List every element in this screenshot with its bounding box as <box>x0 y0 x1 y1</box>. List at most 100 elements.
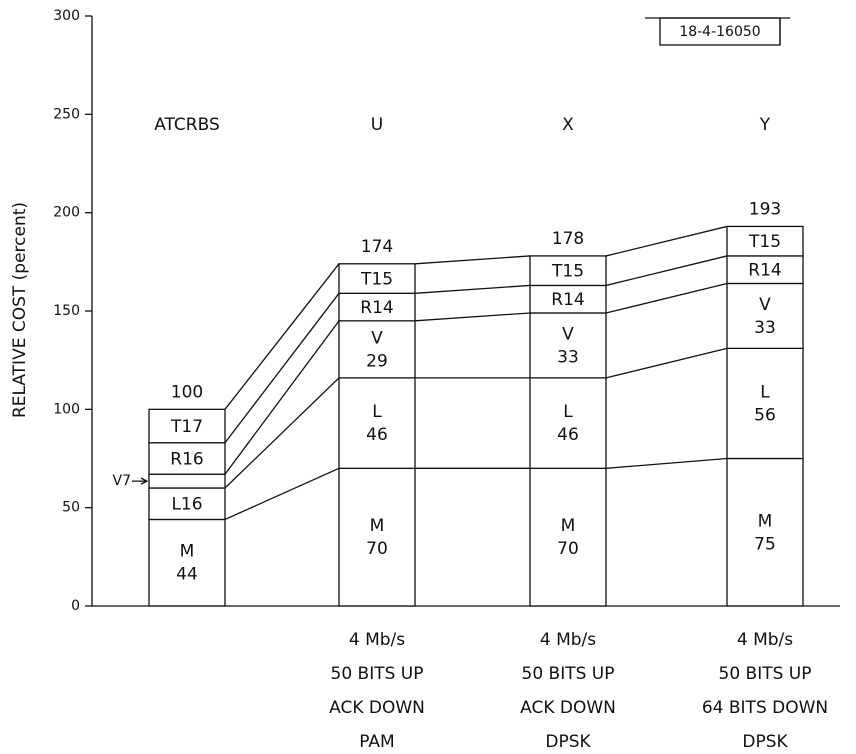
description: 64 BITS DOWN <box>702 698 828 718</box>
connector <box>224 467 340 521</box>
annotation: 18-4-16050 <box>679 24 760 40</box>
segment-name: R <box>170 450 182 470</box>
bar-segment <box>148 408 226 444</box>
segment-value: 46 <box>366 425 388 445</box>
bar-segment <box>338 292 416 322</box>
segment-value: 46 <box>557 425 579 445</box>
segment-label: T15 <box>551 262 584 282</box>
segment-value: 29 <box>366 351 388 371</box>
bar-segment <box>148 442 226 475</box>
y-axis-label: RELATIVE COST (percent) <box>10 202 30 418</box>
segment-name: V <box>113 473 123 489</box>
segment-name: L <box>760 382 770 402</box>
y-tick-label: 100 <box>53 401 80 417</box>
bar-segment <box>148 473 226 489</box>
segment-name: L <box>372 402 382 422</box>
segment-value: 44 <box>176 565 198 585</box>
bar-segment <box>338 263 416 294</box>
category-label: X <box>562 115 574 135</box>
description: PAM <box>359 732 394 752</box>
segment-label: T15 <box>748 232 781 252</box>
segment-value: 14 <box>760 261 782 281</box>
description: DPSK <box>742 732 788 752</box>
y-tick-label: 0 <box>71 598 80 614</box>
segment-name: T <box>748 232 760 252</box>
bar-segment <box>529 312 607 379</box>
bar-segment <box>338 377 416 469</box>
bar-segment <box>529 255 607 287</box>
annotation-frame <box>645 17 790 45</box>
description: 4 Mb/s <box>349 630 405 650</box>
segment-name: M <box>758 511 773 531</box>
segment-value: 33 <box>557 347 579 367</box>
bar-segment <box>529 284 607 314</box>
segment-name: V <box>562 324 574 344</box>
segment-name: M <box>370 516 385 536</box>
description: 4 Mb/s <box>737 630 793 650</box>
bar-segment <box>148 518 226 607</box>
segment-label: V7 <box>113 473 132 489</box>
bar-segment <box>726 347 804 460</box>
segment-name: V <box>759 295 771 315</box>
connector <box>224 377 340 489</box>
bar-segment <box>726 457 804 607</box>
y-tick-label: 200 <box>53 205 80 221</box>
segment-name: R <box>748 261 760 281</box>
segment-value: 33 <box>754 318 776 338</box>
segment-name: V <box>371 328 383 348</box>
bar-segment <box>529 377 607 469</box>
description: 50 BITS UP <box>719 664 812 684</box>
description: ACK DOWN <box>520 698 616 718</box>
segment-name: M <box>180 542 195 562</box>
segment-value: 17 <box>181 417 203 437</box>
segment-label: R14 <box>360 298 393 318</box>
segment-value: 16 <box>182 450 204 470</box>
segment-label: T17 <box>170 417 203 437</box>
segment-label: T15 <box>360 270 393 290</box>
segment-name: R <box>551 290 563 310</box>
segment-value: 70 <box>557 539 579 559</box>
connector <box>224 263 340 410</box>
segment-value: 70 <box>366 539 388 559</box>
connector <box>224 320 340 475</box>
connector <box>605 225 728 257</box>
category-label: ATCRBS <box>154 115 220 135</box>
connector <box>605 347 728 379</box>
arrow <box>132 477 149 485</box>
segment-value: 15 <box>759 232 781 252</box>
total-label: 178 <box>552 229 584 249</box>
y-tick-label: 50 <box>62 500 80 516</box>
bar-segment <box>338 467 416 607</box>
segment-name: T <box>551 262 563 282</box>
bar-segment <box>529 467 607 607</box>
connector <box>414 312 531 322</box>
segment-name: M <box>561 516 576 536</box>
segment-value: 16 <box>181 495 203 515</box>
segment-label: R14 <box>748 261 781 281</box>
bar-segment <box>726 225 804 257</box>
segment-name: L <box>171 495 181 515</box>
bar-segment <box>726 255 804 285</box>
segment-name: T <box>360 270 372 290</box>
category-label: Y <box>759 115 771 135</box>
description: 50 BITS UP <box>522 664 615 684</box>
segment-value: 14 <box>563 290 585 310</box>
segment-label: R14 <box>551 290 584 310</box>
total-label: 100 <box>171 382 203 402</box>
category-label: U <box>371 115 383 135</box>
segment-label: R16 <box>170 450 203 470</box>
description: 50 BITS UP <box>331 664 424 684</box>
y-tick-label: 300 <box>53 8 80 24</box>
connector <box>224 292 340 444</box>
y-tick-label: 150 <box>53 303 80 319</box>
connector <box>414 255 531 265</box>
segment-value: 15 <box>562 262 584 282</box>
bar-segment <box>338 320 416 379</box>
description: 4 Mb/s <box>540 630 596 650</box>
segment-value: 7 <box>122 473 131 489</box>
total-label: 174 <box>361 237 393 257</box>
segment-label: L16 <box>171 495 202 515</box>
segment-name: T <box>170 417 182 437</box>
segment-value: 15 <box>371 270 393 290</box>
